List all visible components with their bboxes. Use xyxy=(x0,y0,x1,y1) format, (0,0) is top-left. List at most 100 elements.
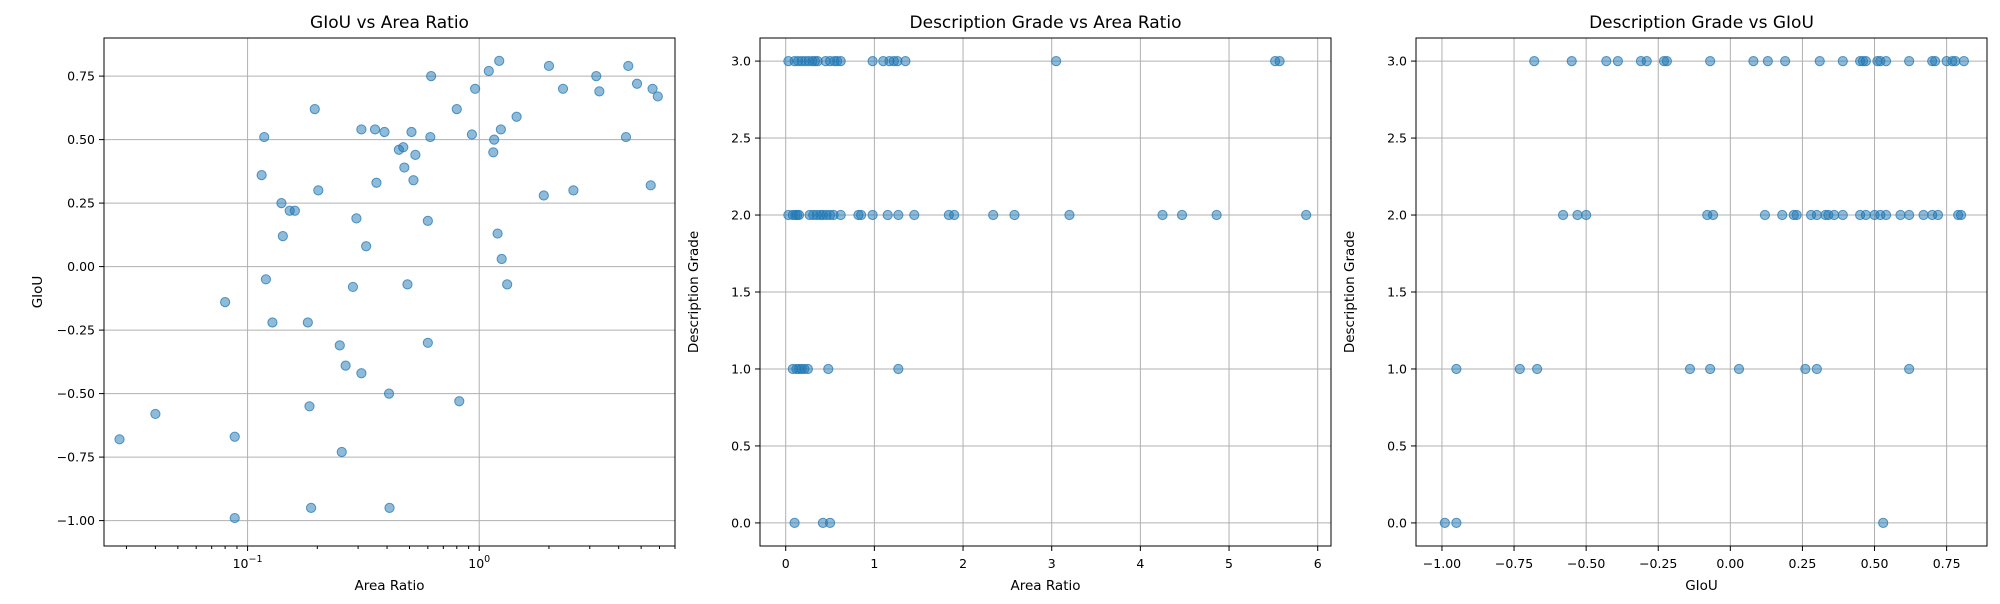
scatter-point xyxy=(1274,55,1285,67)
scatter-point xyxy=(267,317,278,328)
scatter-point xyxy=(1860,209,1871,221)
scatter-point xyxy=(789,517,800,529)
x-tick-label: 0.75 xyxy=(1933,556,1961,571)
scatter-point xyxy=(1904,55,1915,67)
plot-frame xyxy=(759,37,1332,547)
y-tick-label: 0.50 xyxy=(67,132,95,147)
x-tick-label: −0.25 xyxy=(1639,556,1677,571)
x-tick-label: 5 xyxy=(1225,556,1233,571)
scatter-point xyxy=(408,175,419,186)
scatter-point xyxy=(1929,55,1941,67)
scatter-point xyxy=(260,274,272,285)
scatter-point xyxy=(1684,363,1696,375)
scatter-point xyxy=(855,209,867,221)
scatter-point xyxy=(1780,55,1791,67)
x-tick-label: 0.25 xyxy=(1789,556,1817,571)
scatter-point xyxy=(1661,55,1672,67)
y-tick-label: 0.00 xyxy=(67,259,95,274)
scatter-point xyxy=(1439,517,1450,529)
scatter-point xyxy=(1762,55,1773,67)
x-tick-label: 100 xyxy=(468,554,490,571)
scatter-point xyxy=(1791,209,1802,221)
x-tick-label: 0 xyxy=(782,556,790,571)
scatter-point xyxy=(1878,517,1889,529)
scatter-point xyxy=(302,317,313,328)
scatter-point xyxy=(256,170,267,181)
scatter-point xyxy=(502,279,513,290)
x-tick-label: 4 xyxy=(1136,556,1144,571)
scatter-point xyxy=(1918,209,1929,221)
scatter-point xyxy=(1950,55,1961,67)
y-tick-label: −0.50 xyxy=(57,386,95,401)
scatter-point xyxy=(347,281,359,293)
scatter-point xyxy=(543,60,555,72)
scatter-point xyxy=(114,434,125,445)
scatter-point xyxy=(1211,209,1222,221)
scatter-point xyxy=(900,55,911,67)
y-tick-label: 3.0 xyxy=(1387,54,1407,69)
scatter-point xyxy=(645,180,656,191)
scatter-point xyxy=(1958,55,1970,67)
scatter-point xyxy=(1880,55,1892,67)
scatter-point xyxy=(398,142,409,153)
scatter-point xyxy=(823,363,834,375)
scatter-point xyxy=(229,512,240,524)
x-tick-label: 0.00 xyxy=(1716,556,1744,571)
scatter-point xyxy=(489,134,500,145)
y-tick-label: 0.75 xyxy=(67,69,95,84)
scatter-point xyxy=(1581,209,1592,221)
scatter-point xyxy=(410,149,421,160)
scatter-point xyxy=(909,209,920,221)
scatter-point xyxy=(793,209,805,221)
y-tick-label: 2.0 xyxy=(731,208,751,223)
scatter-point xyxy=(1514,363,1525,375)
chart-title: Description Grade vs GIoU xyxy=(1589,13,1814,33)
x-tick-label: −0.75 xyxy=(1495,556,1533,571)
scatter-point xyxy=(1880,209,1892,221)
chart-title: Description Grade vs Area Ratio xyxy=(910,13,1182,33)
scatter-point xyxy=(494,55,505,66)
chart-panel-2: 0 1 2 3 4 5 6 0.0 0.5 1.0 1.5 2.0 2.5 3.0 Description … xyxy=(686,13,1332,594)
scatter-point xyxy=(511,111,522,122)
scatter-point xyxy=(568,185,579,196)
scatter-point xyxy=(451,104,462,115)
scatter-point xyxy=(893,209,904,221)
scatter-point xyxy=(313,185,324,196)
x-tick-label: −0.50 xyxy=(1567,556,1605,571)
y-axis-label: GIoU xyxy=(30,276,46,309)
scatter-point xyxy=(557,83,569,94)
scatter-point xyxy=(893,363,904,375)
scatter-point xyxy=(1532,363,1543,375)
scatter-point xyxy=(1612,55,1623,67)
scatter-point xyxy=(1932,209,1944,221)
scatter-point xyxy=(488,147,499,158)
scatter-point xyxy=(402,279,413,290)
scatter-point xyxy=(369,124,381,135)
scatter-point xyxy=(652,91,663,102)
scatter-point xyxy=(466,129,478,140)
y-tick-label: 1.5 xyxy=(1387,285,1407,300)
y-axis-label: Description Grade xyxy=(686,231,702,353)
scatter-point xyxy=(399,162,410,173)
scatter-point xyxy=(623,60,634,72)
scatter-point xyxy=(422,215,433,226)
scatter-point xyxy=(835,55,846,67)
y-axis-label: Description Grade xyxy=(1342,231,1358,353)
scatter-point xyxy=(1800,363,1811,375)
scatter-point xyxy=(309,104,320,115)
scatter-point xyxy=(351,213,362,224)
scatter-point xyxy=(1860,55,1871,67)
y-tick-label: 2.5 xyxy=(731,131,751,146)
plot-frame xyxy=(1415,37,1988,547)
scatter-point xyxy=(371,177,382,188)
scatter-point xyxy=(1601,55,1612,67)
scatter-point xyxy=(1572,209,1583,221)
x-tick-label: 0.50 xyxy=(1861,556,1889,571)
scatter-point xyxy=(1064,209,1075,221)
scatter-point xyxy=(1451,517,1462,529)
scatter-point xyxy=(949,209,960,221)
y-tick-label: 1.5 xyxy=(731,285,751,300)
y-tick-label: 0.0 xyxy=(1387,515,1407,530)
scatter-point xyxy=(495,124,506,135)
chart-panel-3: −1.00 −0.75 −0.50 −0.25 0.00 0.25 0.50 0.75 0.0 0… xyxy=(1342,13,1988,594)
